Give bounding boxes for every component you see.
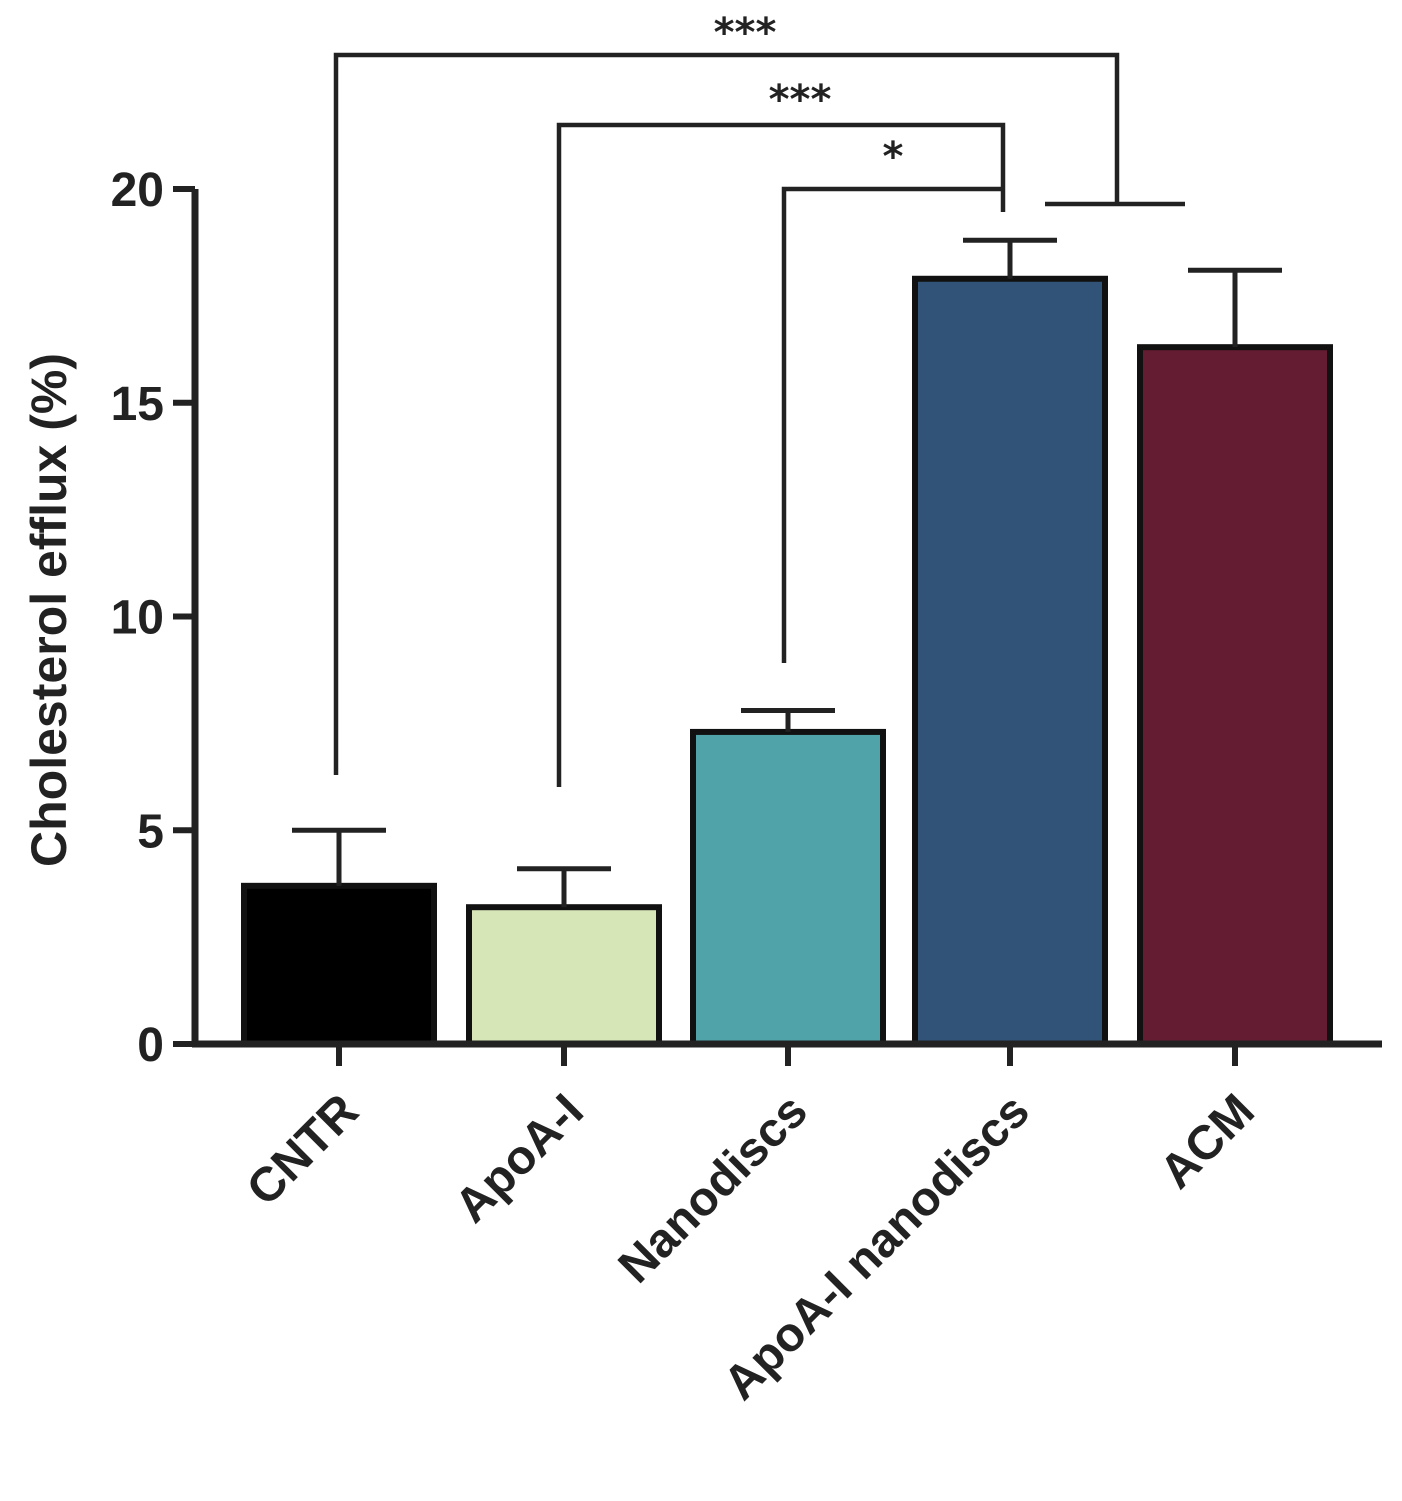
y-axis-title: Cholesterol efflux (%)	[21, 353, 77, 867]
significance-bracket-apoa-i	[556, 122, 1006, 787]
x-tick-label-acm: ACM	[1150, 1084, 1265, 1199]
significance-bracket-cntr	[333, 52, 1120, 775]
bar-apoa-i	[466, 904, 662, 1048]
error-bars-group	[292, 237, 1282, 908]
y-tick-label-15: 15	[111, 378, 164, 431]
x-tick-label-nanodiscs: Nanodiscs	[609, 1084, 818, 1293]
significance-group: *******	[333, 10, 1185, 787]
bar-nanodiscs	[690, 728, 886, 1047]
significance-bracket-nanodiscs	[781, 186, 1003, 663]
y-tick-label-0: 0	[137, 1019, 164, 1072]
y-tick-label-5: 5	[137, 805, 164, 858]
x-tick-label-cntr: CNTR	[237, 1084, 369, 1216]
y-tick-label-20: 20	[111, 164, 164, 217]
x-tick-label-apoa-i: ApoA-I	[445, 1084, 594, 1233]
significance-label-cntr: ***	[714, 10, 777, 56]
significance-label-apoa-i: ***	[769, 77, 832, 123]
y-tick-label-10: 10	[111, 592, 164, 645]
bars-group	[241, 275, 1333, 1048]
bar-acm	[1137, 344, 1333, 1047]
bar-apoa-i-nanodiscs	[912, 275, 1108, 1047]
bar-cntr	[241, 882, 437, 1048]
y-ticks-group: 0 5 10 15 20	[111, 164, 195, 1072]
significance-label-nanodiscs: *	[883, 134, 904, 180]
